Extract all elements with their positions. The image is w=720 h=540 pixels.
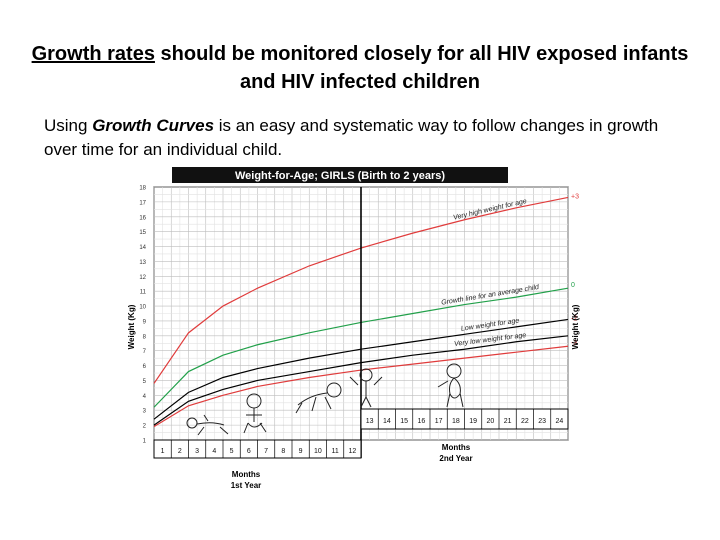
z-score-marker: -2: [571, 315, 577, 322]
month-label: 3: [195, 448, 199, 455]
y-tick-label: 8: [143, 334, 147, 340]
y-tick-label: 6: [143, 364, 147, 370]
month-label: 13: [366, 418, 374, 425]
month-label: 12: [348, 448, 356, 455]
month-label: 1: [161, 448, 165, 455]
y-tick-label: 14: [139, 245, 146, 251]
y-tick-label: 18: [139, 186, 146, 192]
y-tick-label: 15: [139, 230, 146, 236]
month-label: 2: [178, 448, 182, 455]
month-label: 16: [417, 418, 425, 425]
month-label: 22: [521, 418, 529, 425]
month-label: 20: [486, 418, 494, 425]
month-label: 11: [331, 448, 338, 455]
month-label: 19: [469, 418, 477, 425]
month-label: 17: [435, 418, 443, 425]
month-label: 23: [538, 418, 546, 425]
chart-title: Weight-for-Age; GIRLS (Birth to 2 years): [235, 170, 445, 182]
weight-for-age-chart: Weight-for-Age; GIRLS (Birth to 2 years)…: [127, 167, 580, 490]
month-label: 5: [230, 448, 234, 455]
chart-title-bar: [172, 167, 508, 183]
y-tick-label: 13: [139, 260, 146, 266]
baby-sitting-sketch: [243, 393, 267, 434]
y-tick-label: 10: [139, 305, 146, 311]
chart-series: [153, 196, 569, 428]
y-tick-label: 11: [140, 290, 147, 296]
y-axis-label-left: Weight (Kg): [127, 304, 136, 349]
body-post: is an easy and systematic way to follow …: [44, 116, 659, 159]
series-line-0: [153, 196, 569, 384]
month-label: 8: [281, 448, 285, 455]
title-rest: should be monitored closely for all HIV …: [154, 43, 689, 93]
z-score-marker: -3: [571, 340, 577, 347]
y-tick-label: 5: [143, 379, 147, 385]
y-tick-label: 7: [143, 349, 147, 355]
y-tick-label: 17: [139, 200, 146, 206]
series-line-1: [153, 287, 569, 408]
month-label: 9: [299, 448, 303, 455]
month-label: 7: [264, 448, 268, 455]
body-emphasis: Growth Curves: [92, 116, 215, 135]
z-score-marker: +3: [571, 193, 579, 200]
series-line-4: [153, 345, 569, 428]
y-tick-label: 9: [143, 319, 147, 325]
y-axis-label-right: Weight (Kg): [571, 304, 580, 349]
month-label: 6: [247, 448, 251, 455]
month-label: 21: [504, 418, 512, 425]
baby-lying-sketch: [186, 414, 229, 436]
body-pre: Using: [44, 116, 93, 135]
z-score-marker: 0: [571, 282, 575, 289]
month-label: 15: [400, 418, 408, 425]
y-tick-label: 12: [139, 275, 146, 281]
baby-crawling-sketch: [295, 382, 342, 414]
month-label: 10: [314, 448, 322, 455]
y-tick-label: 3: [143, 409, 147, 415]
y-tick-label: 1: [143, 439, 147, 445]
series-line-3: [153, 335, 569, 426]
x-label-year2-line2: 2nd Year: [439, 454, 472, 463]
y-tick-label: 2: [143, 424, 147, 430]
slide-body-text: Using Growth Curves is an easy and syste…: [44, 114, 684, 162]
x-label-year1-line1: Months: [232, 470, 261, 479]
title-underlined-phrase: Growth rates: [31, 43, 155, 65]
y-tick-label: 16: [139, 215, 146, 221]
month-label: 14: [383, 418, 391, 425]
series-line-2: [153, 318, 569, 420]
month-label: 18: [452, 418, 460, 425]
month-label: 4: [212, 448, 216, 455]
x-label-year1-line2: 1st Year: [231, 481, 262, 490]
x-label-year2-line1: Months: [442, 443, 471, 452]
toddler-walking-sketch: [437, 363, 464, 408]
y-tick-label: 4: [143, 394, 147, 400]
baby-standing-sketch: [349, 368, 383, 408]
month-label: 24: [555, 418, 563, 425]
slide-title: Growth rates should be monitored closely…: [20, 40, 700, 96]
